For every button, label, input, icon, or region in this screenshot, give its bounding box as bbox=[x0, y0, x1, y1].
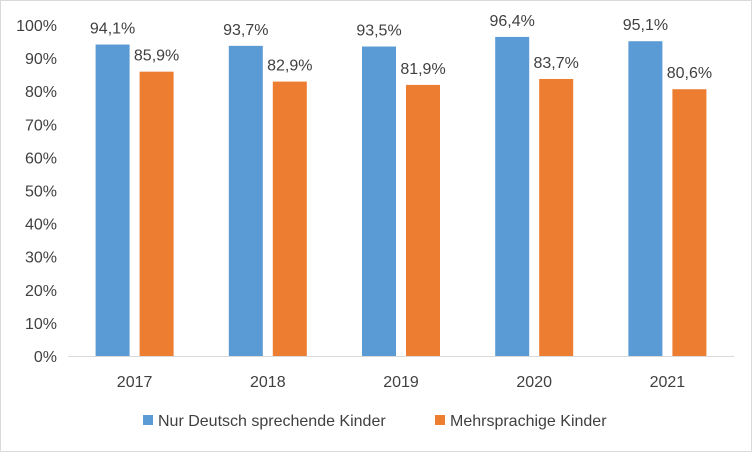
data-label: 96,4% bbox=[490, 13, 535, 30]
legend-swatch bbox=[435, 415, 445, 425]
legend-swatch bbox=[143, 415, 153, 425]
legend-entry: Mehrsprachige Kinder bbox=[450, 413, 607, 430]
y-tick-label: 0% bbox=[34, 349, 57, 366]
x-tick-label: 2021 bbox=[650, 374, 686, 391]
data-label: 83,7% bbox=[534, 55, 579, 72]
data-label: 94,1% bbox=[90, 21, 135, 38]
x-tick-label: 2020 bbox=[516, 374, 552, 391]
y-tick-label: 70% bbox=[25, 117, 57, 134]
y-tick-label: 20% bbox=[25, 283, 57, 300]
bar bbox=[362, 46, 396, 356]
bar bbox=[95, 44, 130, 357]
x-tick-label: 2017 bbox=[117, 374, 153, 391]
bar bbox=[228, 45, 263, 357]
y-tick-label: 60% bbox=[25, 150, 57, 167]
data-label: 93,5% bbox=[356, 23, 401, 40]
y-tick-label: 80% bbox=[25, 84, 57, 101]
legend-entry: Nur Deutsch sprechende Kinder bbox=[158, 413, 386, 430]
y-tick-label: 50% bbox=[25, 184, 57, 201]
bar bbox=[539, 78, 574, 356]
data-label: 95,1% bbox=[623, 17, 668, 34]
y-tick-label: 100% bbox=[16, 18, 57, 35]
bar bbox=[139, 71, 174, 357]
bar bbox=[272, 81, 307, 356]
data-label: 82,9% bbox=[267, 58, 312, 75]
data-label: 93,7% bbox=[223, 22, 268, 39]
y-tick-label: 40% bbox=[25, 217, 57, 234]
bar bbox=[495, 36, 530, 356]
y-tick-label: 90% bbox=[25, 51, 57, 68]
data-label: 85,9% bbox=[134, 48, 179, 65]
x-tick-label: 2019 bbox=[383, 374, 419, 391]
x-tick-label: 2018 bbox=[250, 374, 286, 391]
data-label: 81,9% bbox=[400, 61, 445, 78]
bar bbox=[628, 41, 663, 357]
bar bbox=[406, 84, 440, 356]
bar bbox=[672, 89, 707, 357]
y-tick-label: 30% bbox=[25, 250, 57, 267]
data-label: 80,6% bbox=[667, 65, 712, 82]
y-tick-label: 10% bbox=[25, 316, 57, 333]
